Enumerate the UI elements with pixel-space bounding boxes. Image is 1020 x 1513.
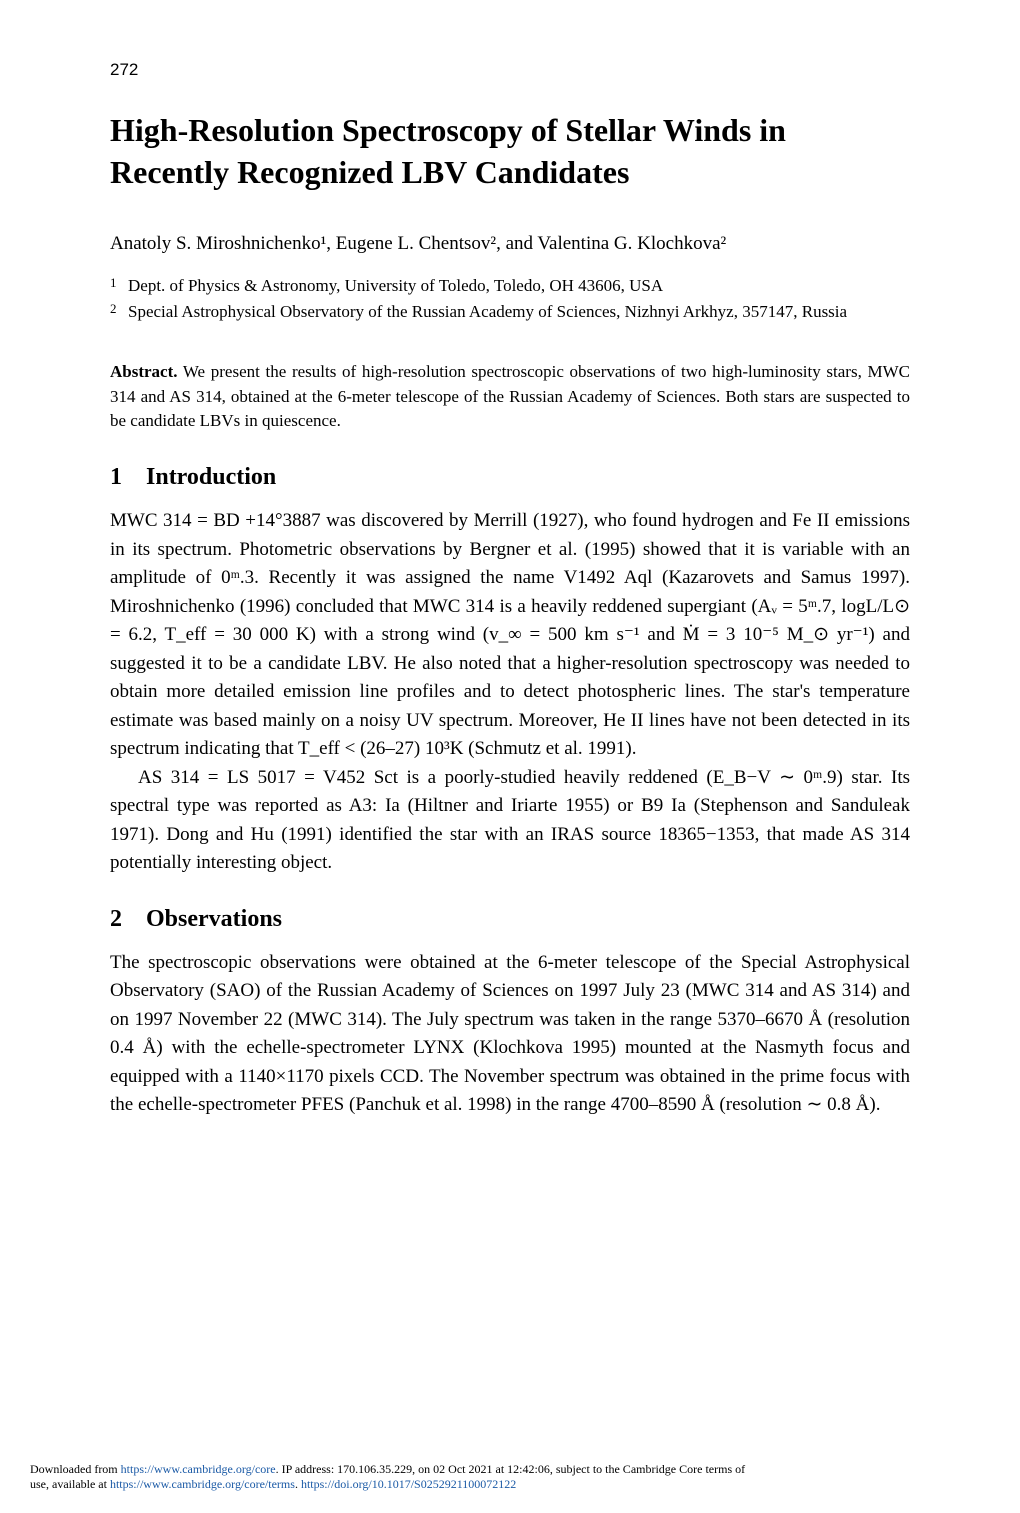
- paragraph: AS 314 = LS 5017 = V452 Sct is a poorly-…: [110, 764, 910, 878]
- footer-text: . IP address: 170.106.35.229, on 02 Oct …: [276, 1462, 746, 1476]
- paragraph: MWC 314 = BD +14°3887 was discovered by …: [110, 507, 910, 764]
- abstract: Abstract. We present the results of high…: [110, 360, 910, 434]
- author-line: Anatoly S. Miroshnichenko¹, Eugene L. Ch…: [110, 233, 910, 255]
- footer-text: use, available at: [30, 1477, 110, 1491]
- footer-link-doi[interactable]: https://doi.org/10.1017/S025292110007212…: [301, 1477, 516, 1491]
- paragraph: The spectroscopic observations were obta…: [110, 949, 910, 1120]
- footer-text: Downloaded from: [30, 1462, 121, 1476]
- section-heading-observations: 2 Observations: [110, 906, 910, 933]
- footer-link-terms[interactable]: https://www.cambridge.org/core/terms: [110, 1477, 295, 1491]
- download-footer: Downloaded from https://www.cambridge.or…: [30, 1462, 990, 1493]
- affiliation-text: Special Astrophysical Observatory of the…: [128, 299, 910, 325]
- affiliation-row: 2 Special Astrophysical Observatory of t…: [110, 299, 910, 325]
- section-title: Introduction: [146, 464, 276, 490]
- section-heading-introduction: 1 Introduction: [110, 464, 910, 491]
- affiliations: 1 Dept. of Physics & Astronomy, Universi…: [110, 273, 910, 324]
- page-number: 272: [110, 60, 910, 80]
- affiliation-number: 1: [110, 273, 122, 293]
- section-body-observations: The spectroscopic observations were obta…: [110, 949, 910, 1120]
- section-title: Observations: [146, 906, 282, 932]
- abstract-body: We present the results of high-resolutio…: [110, 362, 910, 430]
- abstract-label: Abstract.: [110, 362, 178, 381]
- affiliation-row: 1 Dept. of Physics & Astronomy, Universi…: [110, 273, 910, 299]
- footer-link-core[interactable]: https://www.cambridge.org/core: [121, 1462, 276, 1476]
- section-number: 1: [110, 464, 122, 491]
- section-body-introduction: MWC 314 = BD +14°3887 was discovered by …: [110, 507, 910, 878]
- affiliation-text: Dept. of Physics & Astronomy, University…: [128, 273, 910, 299]
- affiliation-number: 2: [110, 299, 122, 319]
- section-number: 2: [110, 906, 122, 933]
- paper-title: High-Resolution Spectroscopy of Stellar …: [110, 110, 910, 193]
